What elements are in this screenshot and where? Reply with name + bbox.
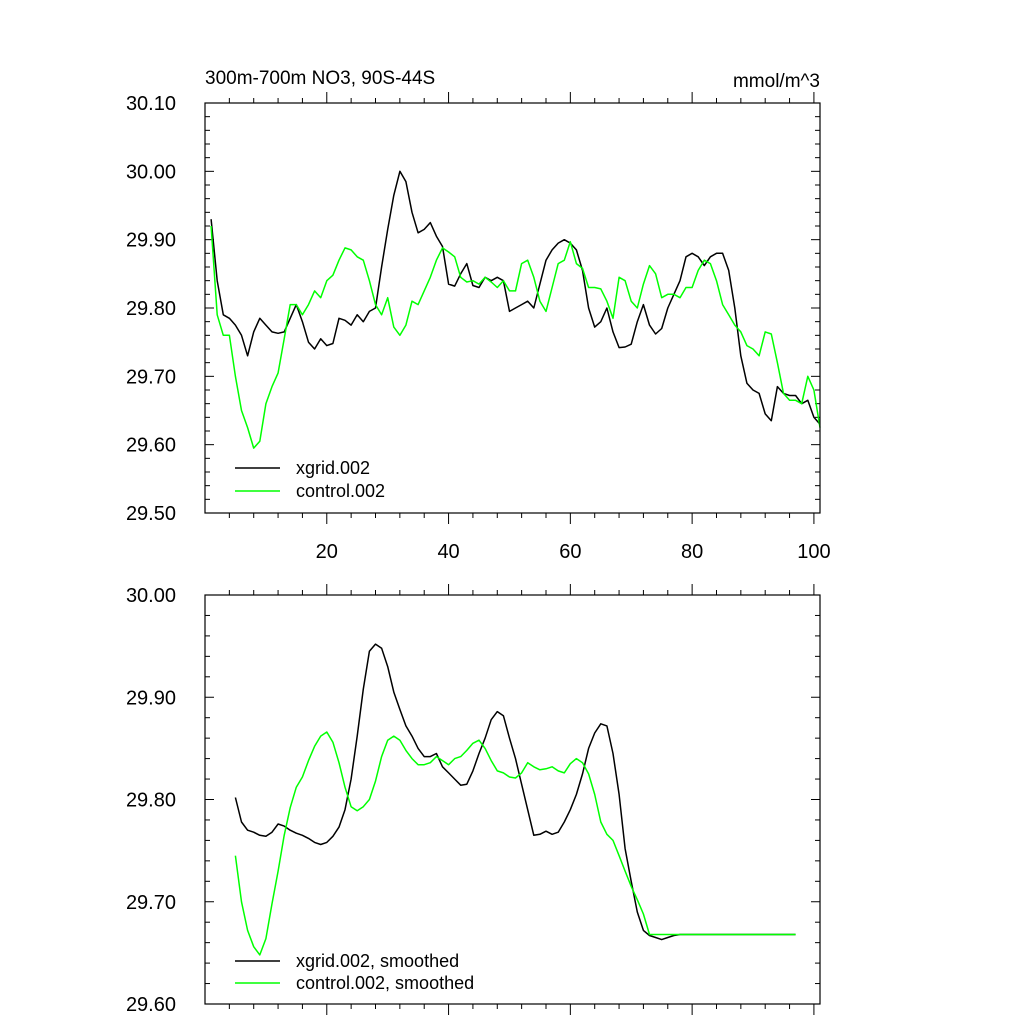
x-tick-label: 40 xyxy=(437,541,459,563)
legend-label-xgrid: xgrid.002 xyxy=(296,458,370,478)
y-tick-label: 29.70 xyxy=(126,892,176,914)
x-tick-label: 20 xyxy=(316,541,338,563)
x-axis: 20 40 60 80 100 xyxy=(228,92,831,563)
legend: xgrid.002 control.002 xyxy=(235,458,385,501)
units-label: mmol/m^3 xyxy=(733,71,820,92)
legend: xgrid.002, smoothed control.002, smoothe… xyxy=(235,951,474,993)
y-tick-label: 29.90 xyxy=(126,230,176,252)
series-line-control-002 xyxy=(210,225,821,449)
plot-lines xyxy=(234,643,796,956)
x-tick-label: 100 xyxy=(797,541,830,563)
legend-label-xgrid-smoothed: xgrid.002, smoothed xyxy=(296,951,459,971)
y-tick-label: 29.60 xyxy=(126,994,176,1016)
series-line-control-002-smoothed xyxy=(234,731,796,956)
plot-frame xyxy=(204,102,821,514)
plot-lines xyxy=(210,170,821,449)
y-tick-label: 29.90 xyxy=(126,687,176,709)
y-axis: 29.60 29.70 29.80 29.90 30.00 xyxy=(126,585,820,1016)
y-tick-label: 30.00 xyxy=(126,161,176,183)
series-line-xgrid-002 xyxy=(210,170,821,425)
plot-frame xyxy=(204,594,821,1005)
series-line-xgrid-002-smoothed xyxy=(234,643,796,941)
chart-title: 300m-700m NO3, 90S-44S xyxy=(205,68,435,89)
y-tick-label: 30.00 xyxy=(126,585,176,607)
y-tick-label: 29.80 xyxy=(126,298,176,320)
legend-label-control: control.002 xyxy=(296,481,385,501)
bottom-panel: 29.60 29.70 29.80 29.90 30.00 xgrid.002, smo… xyxy=(126,584,821,1016)
y-axis: 29.50 29.60 29.70 29.80 29.90 30.00 30.10 xyxy=(126,93,820,525)
y-tick-label: 29.50 xyxy=(126,503,176,525)
x-axis xyxy=(228,584,815,1015)
top-panel: 300m-700m NO3, 90S-44S mmol/m^3 29.5029.… xyxy=(126,68,831,563)
x-tick-label: 80 xyxy=(681,541,703,563)
y-tick-label: 30.10 xyxy=(126,93,176,115)
y-tick-label: 29.60 xyxy=(126,435,176,457)
legend-label-control-smoothed: control.002, smoothed xyxy=(296,973,474,993)
y-tick-label: 29.80 xyxy=(126,790,176,812)
x-tick-label: 60 xyxy=(559,541,581,563)
y-tick-label: 29.70 xyxy=(126,366,176,388)
